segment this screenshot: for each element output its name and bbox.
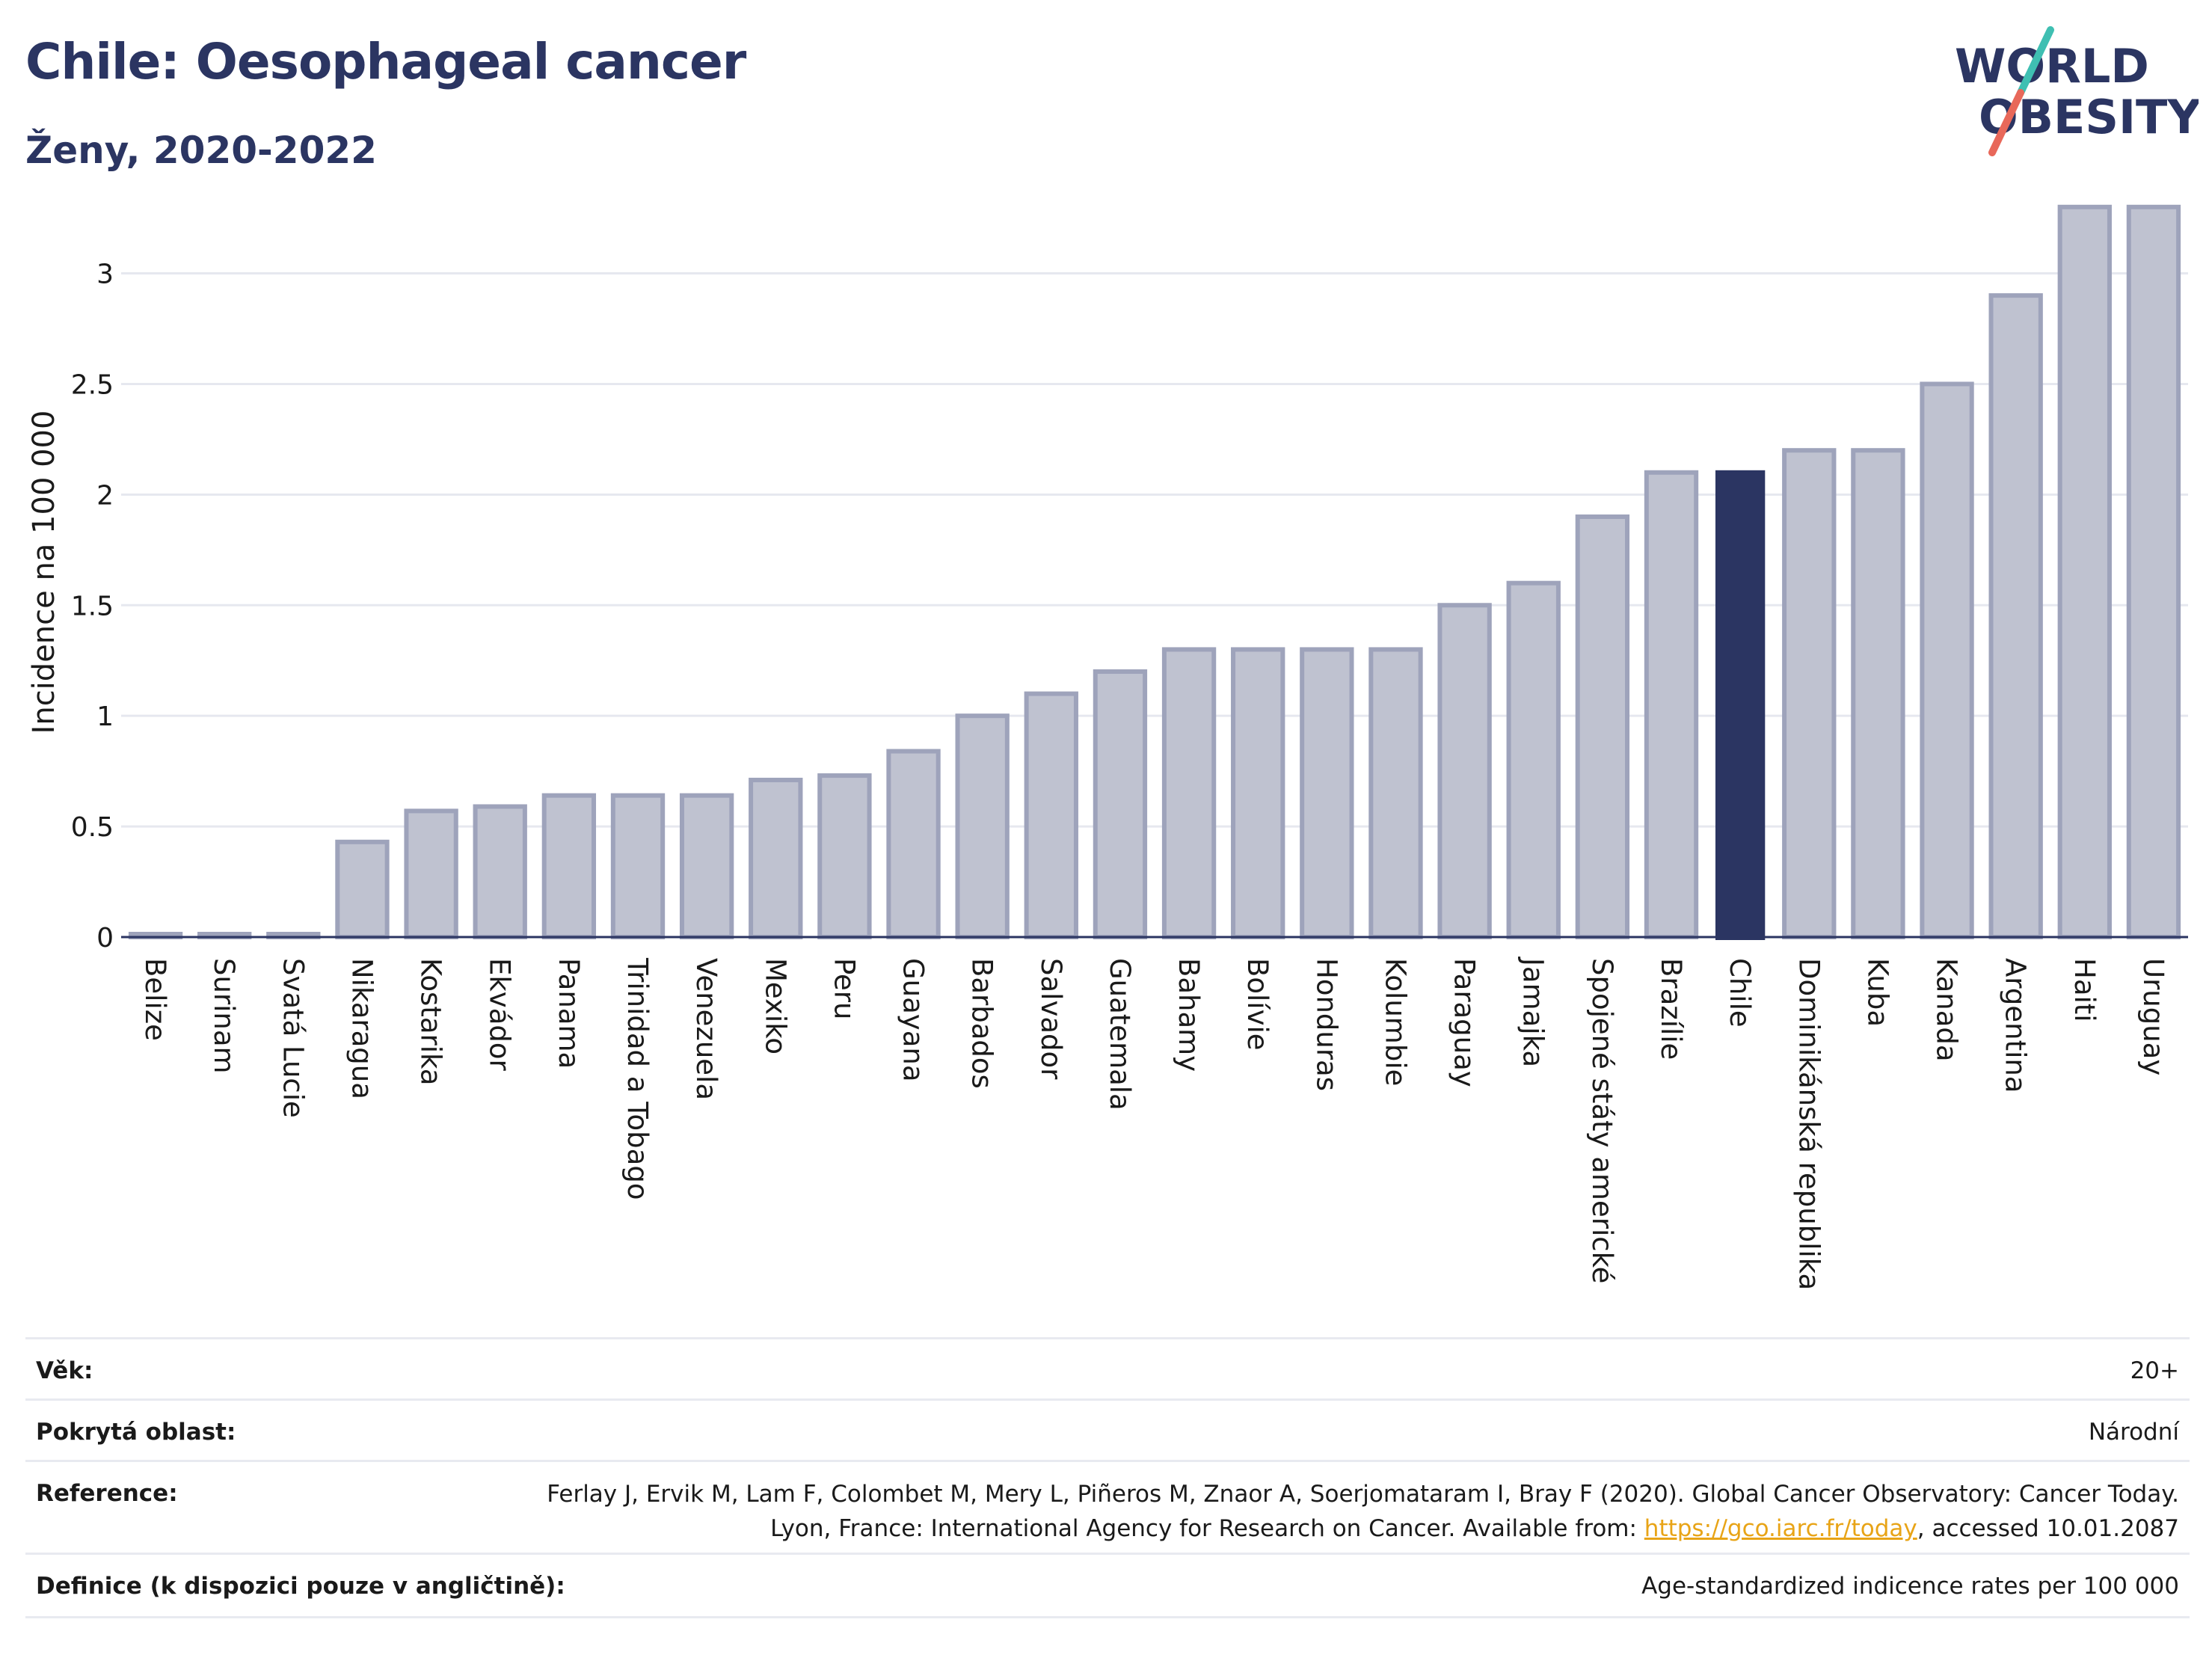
logo-slash-teal	[2017, 26, 2054, 96]
x-tick-label: Brazílie	[1655, 958, 1687, 1060]
reference-accessed: , accessed 10.01.2087	[1917, 1515, 2179, 1542]
x-tick-label: Svatá Lucie	[277, 958, 309, 1118]
x-tick-label: Dominikánská republika	[1792, 958, 1825, 1290]
x-tick-label: Bolívie	[1241, 958, 1274, 1051]
reference-link[interactable]: https://gco.iarc.fr/today	[1644, 1515, 1917, 1542]
bar-honduras[interactable]	[1300, 647, 1354, 940]
bar-paraguay[interactable]	[1437, 603, 1492, 940]
info-row-reference: Reference: Ferlay J, Ervik M, Lam F, Col…	[25, 1460, 2190, 1555]
x-tick-label: Guatemala	[1104, 958, 1136, 1111]
x-tick-label: Guayana	[897, 958, 930, 1082]
x-tick-label: Surinam	[208, 958, 240, 1074]
bar-guayana[interactable]	[886, 749, 941, 939]
x-tick-label: Venezuela	[690, 958, 722, 1100]
x-tick-label: Mexiko	[759, 958, 791, 1054]
bar-bolívie[interactable]	[1231, 647, 1285, 940]
x-tick-label: Ekvádor	[484, 958, 516, 1071]
x-tick-label: Kostarika	[415, 958, 447, 1085]
bar-kuba[interactable]	[1851, 448, 1905, 939]
bar-jamajka[interactable]	[1506, 580, 1561, 940]
bar-nikaragua[interactable]	[335, 839, 390, 939]
area-label: Pokrytá oblast:	[36, 1419, 236, 1446]
x-tick-label: Barbados	[966, 958, 998, 1089]
x-tick-label: Honduras	[1310, 958, 1342, 1091]
page-title: Chile: Oesophageal cancer	[25, 33, 746, 90]
y-tick-label: 0	[96, 923, 114, 954]
bar-argentina[interactable]	[1988, 293, 2043, 940]
x-tick-label: Belize	[139, 958, 171, 1041]
bar-salvador[interactable]	[1024, 691, 1078, 939]
x-tick-label: Spojené státy americké	[1586, 958, 1618, 1283]
logo-text-world: WORLD	[1955, 39, 2149, 93]
world-obesity-logo: WORLD OBESITY	[1955, 26, 2199, 156]
x-tick-label: Peru	[828, 958, 860, 1019]
x-tick-label: Haiti	[2068, 958, 2101, 1022]
logo-slash-red	[1988, 89, 2024, 156]
definition-label: Definice (k dispozici pouze v angličtině…	[36, 1573, 565, 1600]
x-tick-label: Trinidad a Tobago	[621, 957, 654, 1200]
x-tick-label: Argentina	[2000, 958, 2032, 1093]
bar-ekvádor[interactable]	[473, 804, 527, 940]
y-tick-label: 2.5	[71, 369, 114, 400]
reference-citation: Ferlay J, Ervik M, Lam F, Colombet M, Me…	[547, 1481, 2179, 1542]
y-tick-label: 3	[96, 260, 114, 290]
bar-kolumbie[interactable]	[1368, 647, 1423, 940]
y-tick-label: 1	[96, 701, 114, 732]
area-value: Národní	[2088, 1419, 2179, 1446]
y-tick-label: 2	[96, 480, 114, 511]
x-tick-label: Chile	[1724, 958, 1756, 1028]
bar-barbados[interactable]	[955, 713, 1010, 939]
bar-kostarika[interactable]	[404, 808, 458, 939]
bar-venezuela[interactable]	[679, 793, 734, 940]
x-tick-label: Nikaragua	[345, 958, 378, 1099]
x-tick-label: Jamajka	[1517, 957, 1549, 1067]
bar-chart: 0 0.5 1 1.5 2 2.5 3 Belize Surinam Svatá Lucie Nik…	[27, 204, 2188, 1290]
definition-value: Age-standardized indicence rates per 100…	[1641, 1573, 2179, 1600]
reference-label: Reference:	[36, 1480, 178, 1507]
y-axis-label: Incidence na 100 000	[27, 411, 61, 734]
bar-brazílie[interactable]	[1644, 470, 1699, 939]
x-tick-label: Paraguay	[1448, 958, 1481, 1087]
x-tick-label: Kolumbie	[1379, 958, 1411, 1086]
bar-mexiko[interactable]	[749, 777, 803, 939]
info-row-area: Pokrytá oblast: Národní	[25, 1398, 2190, 1462]
age-label: Věk:	[36, 1357, 93, 1384]
bar-guatemala[interactable]	[1093, 669, 1148, 940]
x-tick-label: Kanada	[1931, 958, 1963, 1062]
bar-peru[interactable]	[817, 773, 872, 940]
bar-bahamy[interactable]	[1161, 647, 1217, 940]
x-tick-label: Uruguay	[2137, 958, 2169, 1075]
bar-chile[interactable]	[1715, 470, 1766, 940]
age-value: 20+	[2130, 1357, 2179, 1384]
bar-haiti[interactable]	[2057, 204, 2112, 940]
page-subtitle: Ženy, 2020-2022	[25, 129, 377, 172]
bar-kanada[interactable]	[1920, 381, 1974, 939]
bar-uruguay[interactable]	[2126, 204, 2181, 940]
y-tick-label: 0.5	[71, 812, 114, 843]
bar-panama[interactable]	[541, 793, 597, 940]
x-tick-label: Kuba	[1861, 958, 1893, 1027]
bar-trinidad-a-tobago[interactable]	[610, 793, 666, 940]
x-tick-label: Salvador	[1035, 958, 1067, 1080]
x-tick-label: Panama	[553, 958, 585, 1069]
info-row-definition: Definice (k dispozici pouze v angličtině…	[25, 1553, 2190, 1618]
reference-text: Ferlay J, Ervik M, Lam F, Colombet M, Me…	[534, 1477, 2179, 1546]
bar-spojené-státy-americké[interactable]	[1575, 514, 1630, 939]
y-tick-label: 1.5	[71, 591, 114, 621]
bar-dominikánská-republika[interactable]	[1782, 448, 1837, 939]
x-tick-label: Bahamy	[1173, 958, 1205, 1072]
info-row-age: Věk: 20+	[25, 1337, 2190, 1401]
